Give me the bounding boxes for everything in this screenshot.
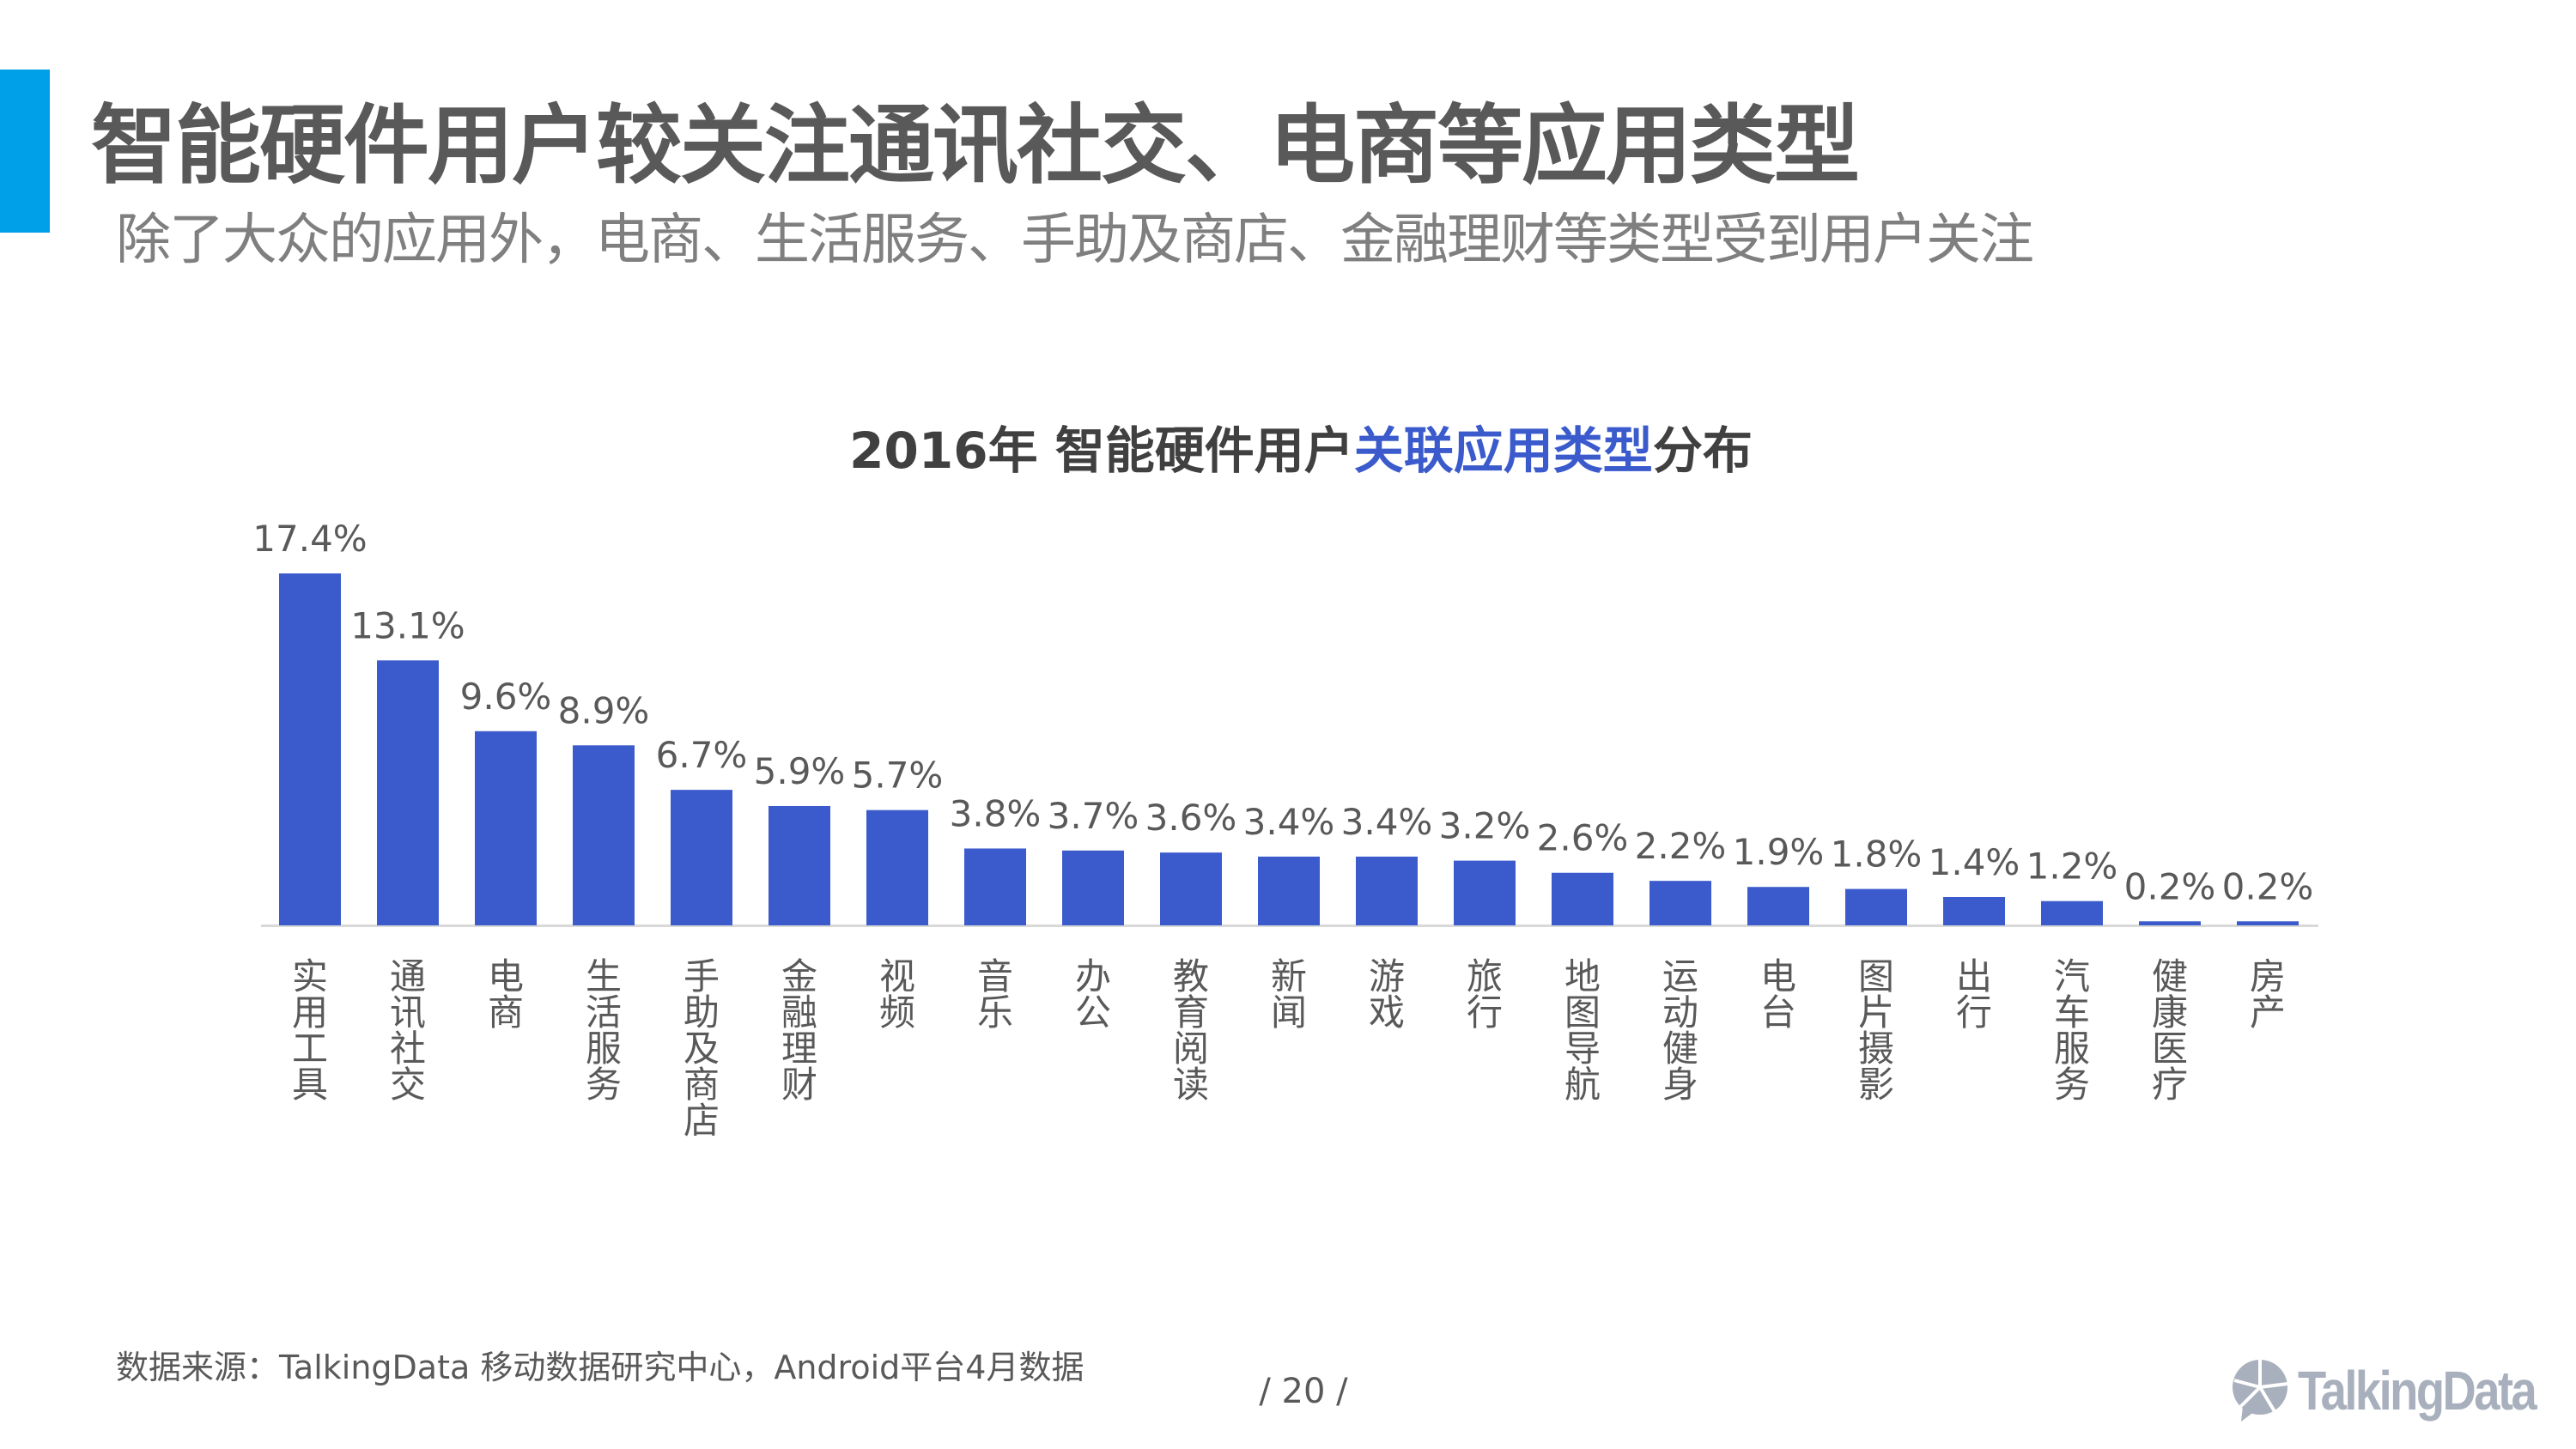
- bar: [964, 848, 1026, 925]
- page-number: / 20 /: [1259, 1372, 1348, 1411]
- chart-title-highlight: 关联应用类型: [1353, 421, 1653, 480]
- bar: [1454, 860, 1516, 925]
- logo-icon: [2233, 1360, 2288, 1422]
- data-label: 17.4%: [252, 518, 367, 560]
- bar: [671, 790, 732, 925]
- category-label: 地图导航: [1564, 955, 1601, 1106]
- data-label: 2.2%: [1635, 825, 1727, 867]
- bar: [1845, 888, 1907, 925]
- data-label: 0.2%: [2222, 865, 2314, 907]
- data-label: 6.7%: [656, 734, 748, 776]
- chart-title-part3: 分布: [1652, 421, 1753, 480]
- bar: [1356, 856, 1418, 925]
- bar: [475, 731, 537, 925]
- data-label: 1.4%: [1929, 841, 2020, 883]
- category-label: 办公: [1075, 955, 1111, 1034]
- category-label: 教育阅读: [1173, 955, 1209, 1106]
- bar: [1943, 897, 2005, 925]
- bar: [1747, 887, 1809, 925]
- bar: [377, 660, 439, 925]
- data-label: 5.9%: [754, 750, 846, 792]
- bar: [769, 805, 830, 925]
- data-label: 2.6%: [1537, 817, 1629, 859]
- page-title: 智能硬件用户较关注通讯社交、电商等应用类型: [91, 95, 1860, 196]
- category-label: 通讯社交: [390, 955, 426, 1106]
- logo-text: TalkingData: [2298, 1360, 2537, 1422]
- data-label: 3.4%: [1341, 801, 1433, 843]
- bar: [573, 745, 635, 925]
- page-subtitle: 除了大众的应用外，电商、生活服务、手助及商店、金融理财等类型受到用户关注: [116, 209, 2034, 272]
- bar: [279, 573, 341, 925]
- category-label: 电台: [1760, 955, 1796, 1034]
- category-label: 健康医疗: [2152, 955, 2188, 1106]
- bar: [2139, 921, 2201, 925]
- category-label: 运动健身: [1662, 955, 1698, 1106]
- data-label: 1.8%: [1831, 834, 1923, 876]
- category-label: 房产: [2250, 955, 2286, 1034]
- category-label: 生活服务: [586, 955, 622, 1106]
- data-label: 3.7%: [1048, 795, 1139, 837]
- chart-title: 2016年 智能硬件用户关联应用类型分布: [0, 410, 2576, 482]
- category-label: 图片摄影: [1858, 955, 1894, 1106]
- category-label: 金融理财: [781, 955, 817, 1106]
- bar: [866, 809, 928, 925]
- category-label: 旅行: [1467, 955, 1503, 1034]
- bar: [1062, 850, 1124, 925]
- category-label: 出行: [1956, 955, 1992, 1034]
- data-label: 3.4%: [1243, 801, 1335, 843]
- accent-bar: [0, 70, 50, 233]
- category-label: 汽车服务: [2054, 955, 2090, 1106]
- data-label: 0.2%: [2124, 865, 2216, 907]
- bar: [1649, 881, 1711, 925]
- data-label: 3.6%: [1145, 797, 1237, 839]
- category-label: 电商: [488, 955, 524, 1034]
- bar: [1552, 872, 1613, 925]
- talkingdata-logo: TalkingData: [2231, 1358, 2576, 1423]
- data-label: 3.8%: [950, 792, 1042, 834]
- bar: [1160, 852, 1222, 925]
- category-label: 新闻: [1271, 955, 1307, 1034]
- data-label: 8.9%: [558, 689, 650, 731]
- data-label: 9.6%: [460, 676, 552, 718]
- category-label: 音乐: [977, 955, 1013, 1034]
- data-label: 1.9%: [1733, 831, 1825, 873]
- bar-chart: 17.4% 实用工具 13.1% 通讯社交 9.6% 电商 8.9% 生活服务 6.7% 手助及商…: [252, 518, 2318, 1142]
- chart-title-part1: 2016年 智能硬件用户: [849, 421, 1354, 480]
- bar: [2237, 921, 2299, 925]
- category-label: 手助及商店: [683, 955, 720, 1142]
- category-label: 实用工具: [292, 955, 328, 1106]
- data-source: 数据来源：TalkingData 移动数据研究中心，Android平台4月数据: [116, 1349, 1084, 1386]
- category-label: 视频: [879, 955, 915, 1034]
- category-label: 游戏: [1369, 955, 1405, 1034]
- bar: [1258, 856, 1320, 925]
- data-label: 5.7%: [852, 755, 944, 797]
- data-label: 3.2%: [1439, 805, 1531, 847]
- data-label: 13.1%: [350, 604, 465, 646]
- data-label: 1.2%: [2026, 846, 2118, 888]
- bar: [2041, 900, 2103, 925]
